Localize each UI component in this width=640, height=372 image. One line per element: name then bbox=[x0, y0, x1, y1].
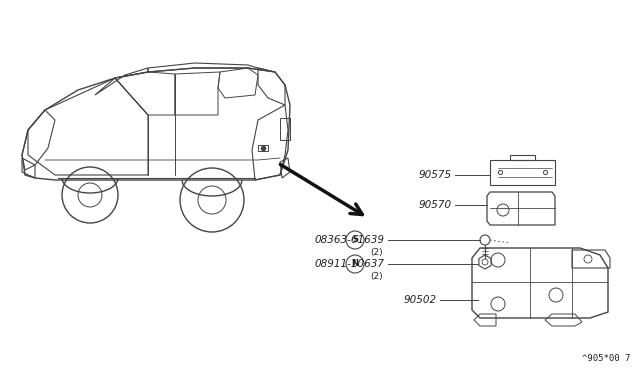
Text: (2): (2) bbox=[370, 272, 383, 280]
Text: 08911-10637: 08911-10637 bbox=[314, 259, 384, 269]
Text: 90570: 90570 bbox=[419, 200, 452, 210]
Text: N: N bbox=[351, 260, 358, 269]
Text: 08363-61639: 08363-61639 bbox=[314, 235, 384, 245]
Text: ^905*00 7: ^905*00 7 bbox=[582, 354, 630, 363]
Text: 90575: 90575 bbox=[419, 170, 452, 180]
Text: (2): (2) bbox=[370, 247, 383, 257]
Text: S: S bbox=[352, 235, 358, 244]
Text: 90502: 90502 bbox=[404, 295, 437, 305]
